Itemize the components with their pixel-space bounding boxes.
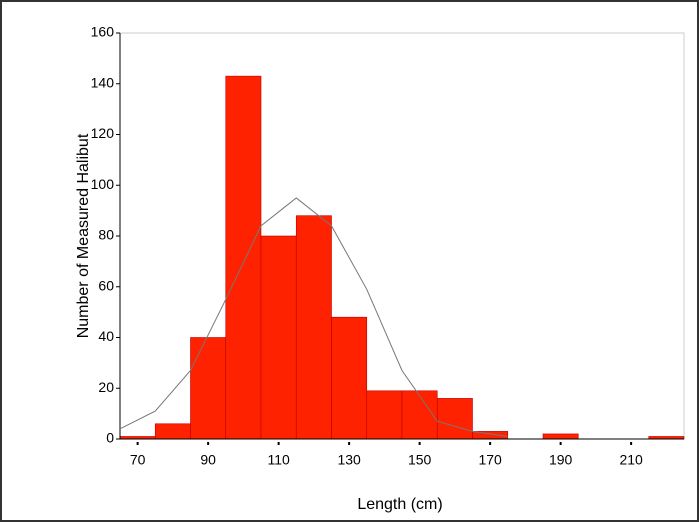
x-tick-label: 170 (478, 452, 502, 468)
bar (154, 423, 191, 440)
x-tick-label: 90 (200, 452, 216, 468)
x-axis-title: Length (cm) (357, 496, 442, 513)
y-tick-label: 20 (98, 379, 114, 395)
x-tick-label: 110 (267, 452, 290, 468)
x-tick-label: 130 (337, 452, 361, 468)
bar (542, 433, 579, 440)
y-tick-label: 0 (106, 430, 114, 446)
y-tick-label: 160 (91, 24, 115, 40)
y-tick-label: 140 (91, 74, 115, 90)
y-tick-label: 40 (98, 328, 114, 344)
y-axis-title: Number of Measured Halibut (75, 133, 92, 338)
y-tick-label: 80 (98, 227, 114, 243)
bar (295, 215, 332, 440)
bar (401, 390, 438, 440)
y-tick-label: 100 (91, 176, 115, 192)
bar (190, 337, 227, 440)
y-tick-label: 120 (91, 125, 115, 141)
x-tick-label: 70 (130, 452, 146, 468)
x-tick-label: 150 (408, 452, 432, 468)
bar (260, 235, 297, 440)
x-tick-label: 190 (549, 452, 573, 468)
fit-curve (119, 197, 508, 437)
bar (436, 398, 473, 440)
y-tick-label: 60 (98, 277, 114, 293)
bar (331, 316, 368, 440)
bar (225, 75, 262, 440)
x-tick-label: 210 (619, 452, 643, 468)
bar (366, 390, 403, 440)
